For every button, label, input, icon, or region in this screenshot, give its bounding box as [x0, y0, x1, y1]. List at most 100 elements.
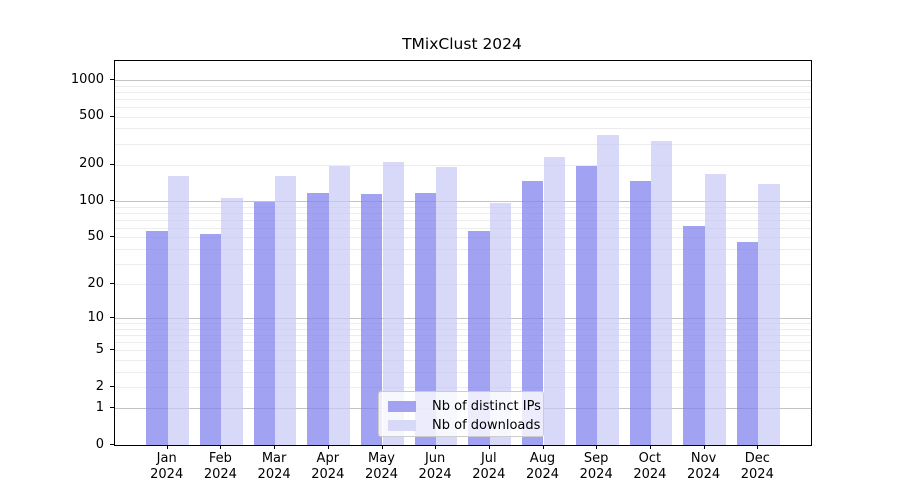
y-axis-tick-label: 5	[95, 341, 104, 357]
legend-label-downloads: Nb of downloads	[432, 418, 541, 433]
x-axis-tick-label: May 2024	[364, 451, 399, 482]
legend: Nb of distinct IPs Nb of downloads	[378, 391, 544, 437]
gridline-minor	[115, 128, 811, 130]
gridline-minor	[115, 335, 811, 337]
y-axis-tick-label: 500	[79, 108, 104, 124]
x-axis-tick-label: Jul 2024	[472, 451, 506, 482]
bar-downloads	[167, 176, 190, 445]
y-axis-tick-label: 1	[95, 399, 104, 415]
y-axis-tick-mark	[110, 163, 114, 165]
bar-downloads	[221, 197, 243, 445]
x-axis-tick-mark	[703, 445, 705, 449]
x-axis-tick-label: Feb 2024	[203, 451, 237, 482]
legend-swatch-downloads	[388, 420, 416, 431]
x-axis-tick-mark	[381, 445, 383, 449]
bar-downloads	[489, 202, 512, 445]
gridline-minor	[115, 227, 811, 229]
y-axis-tick-label: 100	[79, 192, 104, 208]
plot-area	[114, 60, 812, 446]
bar-distinct-ips	[683, 226, 705, 445]
bar-downloads	[328, 165, 351, 445]
bar-distinct-ips	[253, 201, 276, 445]
bar-downloads	[758, 183, 780, 445]
bar-distinct-ips	[522, 181, 544, 445]
gridline-minor	[115, 98, 811, 100]
bar-distinct-ips	[146, 231, 168, 445]
bar-downloads	[275, 175, 297, 445]
x-axis-tick-label: Sep 2024	[579, 451, 613, 482]
chart-title: TMixClust 2024	[402, 35, 522, 53]
legend-item-distinct-ips: Nb of distinct IPs	[387, 398, 541, 415]
x-axis-tick-mark	[542, 445, 544, 449]
bar-distinct-ips	[629, 180, 651, 445]
bar-distinct-ips	[414, 193, 437, 445]
gridline-major	[115, 318, 811, 320]
y-axis-tick-mark	[110, 236, 114, 238]
y-axis-tick-mark	[110, 115, 114, 117]
x-axis-tick-mark	[274, 445, 276, 449]
gridline-major	[115, 80, 811, 81]
gridline-minor	[115, 263, 811, 265]
y-axis-tick-label: 1000	[70, 71, 104, 87]
gridline-minor	[115, 284, 811, 286]
legend-swatch-distinct-ips	[388, 401, 416, 412]
y-axis-tick-mark	[110, 349, 114, 351]
gridline-minor	[115, 237, 811, 239]
x-axis-tick-mark	[488, 445, 490, 449]
x-axis-tick-mark	[327, 445, 329, 449]
y-axis-tick-mark	[110, 283, 114, 285]
x-axis-tick-label: Dec 2024	[740, 451, 774, 482]
x-axis-tick-mark	[596, 445, 598, 449]
gridline-minor	[115, 206, 811, 208]
gridline-minor	[115, 219, 811, 221]
gridline-minor	[115, 342, 811, 344]
x-axis-tick-label: Nov 2024	[687, 451, 721, 482]
x-axis-tick-label: Aug 2024	[525, 451, 560, 482]
gridline-minor	[115, 360, 811, 361]
gridline-minor	[115, 328, 811, 330]
bar-downloads	[597, 135, 619, 445]
gridline-minor	[115, 350, 811, 352]
bar-downloads	[543, 156, 565, 445]
y-axis-tick-mark	[110, 200, 114, 202]
bar-downloads	[436, 167, 458, 445]
bar-distinct-ips	[307, 193, 329, 445]
gridline-minor	[115, 371, 811, 373]
bar-downloads	[704, 174, 726, 445]
gridline-minor	[115, 106, 811, 108]
x-axis-tick-mark	[435, 445, 437, 449]
gridline-minor	[115, 85, 811, 87]
y-axis-tick-mark	[110, 317, 114, 319]
x-axis-tick-label: Jan 2024	[150, 451, 184, 482]
gridline-major	[115, 201, 811, 203]
x-axis-tick-label: Oct 2024	[633, 451, 667, 482]
y-axis-tick-mark	[110, 407, 114, 409]
gridline-minor	[115, 91, 811, 93]
gridline-minor	[115, 387, 811, 388]
y-axis-tick-label: 20	[87, 275, 104, 291]
legend-item-downloads: Nb of downloads	[387, 417, 540, 434]
y-axis-tick-label: 10	[87, 309, 104, 325]
bar-distinct-ips	[361, 194, 383, 445]
x-axis-tick-mark	[757, 445, 759, 449]
bar-distinct-ips	[575, 165, 598, 445]
y-axis-tick-label: 50	[87, 228, 104, 244]
x-axis-tick-mark	[220, 445, 222, 449]
gridline-minor	[115, 323, 811, 325]
gridline-minor	[115, 212, 811, 214]
y-axis-tick-mark	[110, 79, 114, 80]
y-axis-tick-mark	[110, 444, 114, 445]
bar-downloads	[382, 162, 404, 445]
y-axis-tick-mark	[110, 386, 114, 387]
gridline-minor	[115, 164, 811, 166]
x-axis-tick-mark	[166, 445, 168, 449]
x-axis-tick-label: Apr 2024	[311, 451, 345, 482]
gridline-minor	[115, 116, 811, 118]
y-axis-tick-label: 2	[95, 378, 104, 394]
bar-downloads	[650, 141, 673, 445]
x-axis-tick-mark	[649, 445, 651, 449]
y-axis-tick-label: 200	[79, 156, 104, 172]
bar-distinct-ips	[200, 234, 222, 445]
legend-label-distinct-ips: Nb of distinct IPs	[432, 399, 541, 414]
